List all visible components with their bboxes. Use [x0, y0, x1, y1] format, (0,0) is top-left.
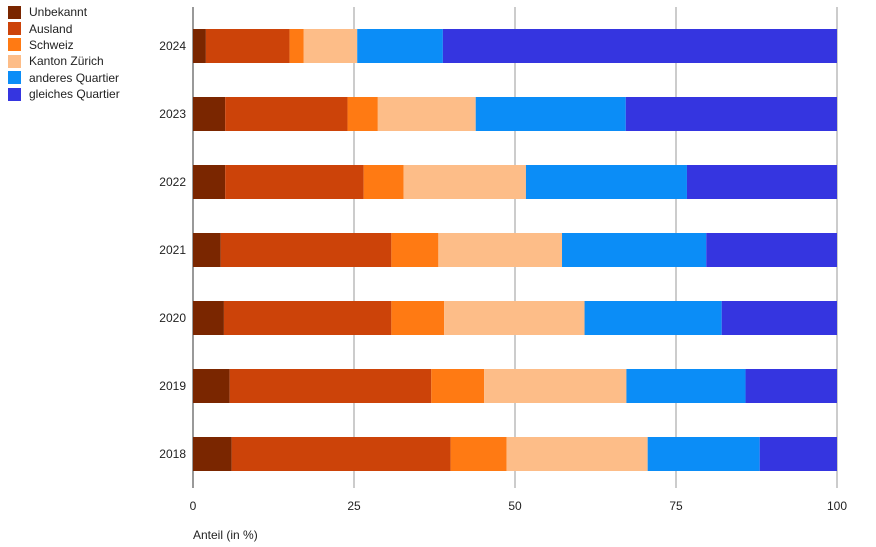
bar-2023-gleiches-quartier [625, 97, 837, 131]
y-tick-label-2019: 2019 [159, 379, 186, 393]
y-tick-label-2021: 2021 [159, 243, 186, 257]
legend-label: anderes Quartier [29, 70, 120, 85]
bar-2023-kanton-z-rich [377, 97, 476, 131]
bar-2022-gleiches-quartier [686, 165, 837, 199]
bar-2021-gleiches-quartier [706, 233, 837, 267]
x-tick-label-100: 100 [827, 499, 847, 513]
bar-2021-unbekannt [193, 233, 221, 267]
x-tick-label-25: 25 [347, 499, 361, 513]
legend-swatch [8, 71, 21, 85]
bar-2020-unbekannt [193, 301, 224, 335]
bar-2020-ausland [223, 301, 392, 335]
bar-2021-schweiz [391, 233, 439, 267]
bar-2021-kanton-z-rich [438, 233, 563, 267]
bar-2024-schweiz [289, 29, 304, 63]
bar-2018-anderes-quartier [647, 437, 760, 471]
bar-2024-ausland [205, 29, 290, 63]
legend-label: gleiches Quartier [29, 87, 120, 102]
bar-2019-unbekannt [193, 369, 230, 403]
bars [193, 29, 837, 471]
bar-2019-kanton-z-rich [484, 369, 627, 403]
bar-2022-schweiz [363, 165, 404, 199]
bar-2018-kanton-z-rich [506, 437, 648, 471]
bar-2020-schweiz [391, 301, 445, 335]
y-tick-label-2024: 2024 [159, 39, 186, 53]
legend-item-anderes-quartier: anderes Quartier [8, 70, 120, 86]
legend-swatch [8, 38, 21, 52]
bar-2024-anderes-quartier [357, 29, 443, 63]
bar-2024-unbekannt [193, 29, 206, 63]
bar-2023-anderes-quartier [475, 97, 626, 131]
legend-item-gleiches-quartier: gleiches Quartier [8, 86, 120, 102]
y-tick-label-2023: 2023 [159, 107, 186, 121]
bar-2018-unbekannt [193, 437, 232, 471]
bar-2022-anderes-quartier [525, 165, 687, 199]
bar-2019-ausland [229, 369, 432, 403]
bar-2018-ausland [231, 437, 451, 471]
bar-2018-gleiches-quartier [759, 437, 837, 471]
legend-swatch [8, 22, 21, 36]
bar-2023-ausland [225, 97, 348, 131]
legend: Unbekannt Ausland Schweiz Kanton Zürich ande… [8, 4, 120, 102]
legend-label: Unbekannt [29, 5, 88, 20]
bar-2020-kanton-z-rich [444, 301, 585, 335]
legend-swatch [8, 54, 21, 68]
bar-2023-unbekannt [193, 97, 226, 131]
bar-2019-schweiz [431, 369, 485, 403]
legend-label: Schweiz [29, 37, 74, 52]
x-axis-title: Anteil (in %) [193, 528, 258, 542]
bar-2019-anderes-quartier [626, 369, 746, 403]
bar-2022-kanton-z-rich [403, 165, 526, 199]
bar-2024-kanton-z-rich [303, 29, 358, 63]
legend-item-kanton-z-rich: Kanton Zürich [8, 53, 120, 69]
x-tick-label-75: 75 [669, 499, 683, 513]
legend-item-unbekannt: Unbekannt [8, 4, 120, 20]
legend-item-schweiz: Schweiz [8, 37, 120, 53]
legend-swatch [8, 87, 21, 101]
legend-swatch [8, 5, 21, 19]
x-axis-tick-labels: 0 25 50 75 100 [190, 499, 848, 513]
x-tick-label-50: 50 [508, 499, 522, 513]
bar-2021-ausland [220, 233, 392, 267]
y-axis-labels: 2024 2023 2022 2021 2020 2019 2018 [159, 39, 186, 461]
y-tick-label-2020: 2020 [159, 311, 186, 325]
bar-2020-gleiches-quartier [721, 301, 837, 335]
x-tick-label-0: 0 [190, 499, 197, 513]
legend-item-ausland: Ausland [8, 20, 120, 36]
bar-2022-unbekannt [193, 165, 226, 199]
legend-label: Kanton Zürich [29, 54, 104, 69]
legend-label: Ausland [29, 21, 73, 36]
y-tick-label-2018: 2018 [159, 447, 186, 461]
bar-2020-anderes-quartier [584, 301, 722, 335]
bar-2023-schweiz [347, 97, 378, 131]
bar-2022-ausland [225, 165, 364, 199]
bar-2019-gleiches-quartier [745, 369, 837, 403]
bar-2024-gleiches-quartier [442, 29, 837, 63]
y-tick-label-2022: 2022 [159, 175, 186, 189]
bar-2021-anderes-quartier [562, 233, 707, 267]
bar-2018-schweiz [450, 437, 507, 471]
